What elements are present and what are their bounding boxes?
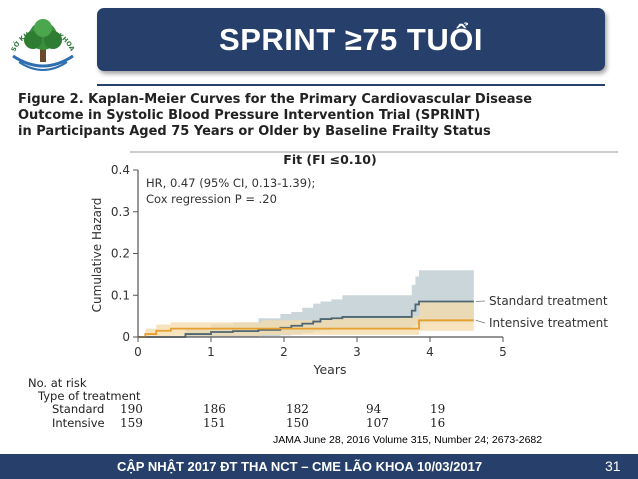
legend-leader-line (475, 319, 486, 324)
y-tick-label: 0 (122, 330, 130, 344)
chart-title: Fit (FI ≤0.10) (283, 152, 376, 167)
series-line-standard (138, 300, 474, 338)
risk-row-label: Intensive (52, 416, 105, 430)
legend-leader-line (475, 300, 486, 302)
series-line-intensive (138, 319, 474, 338)
hr-annotation: HR, 0.47 (95% CI, 0.13-1.39); (146, 176, 315, 190)
risk-count: 151 (203, 416, 226, 430)
y-tick-label: 0.2 (111, 247, 130, 261)
x-tick-label: 2 (280, 345, 288, 359)
figure-heading-line: in Participants Aged 75 Years or Older b… (18, 124, 491, 139)
figure-heading-line: Outcome in Systolic Blood Pressure Inter… (18, 108, 481, 123)
title-underline (97, 84, 605, 86)
y-tick-label: 0.3 (111, 205, 130, 219)
cox-annotation: Cox regression P = .20 (146, 192, 277, 206)
risk-count: 182 (286, 402, 309, 416)
figure-heading-line: Figure 2. Kaplan-Meier Curves for the Pr… (18, 92, 533, 107)
risk-heading: No. at risk (28, 376, 87, 390)
risk-subheading: Type of treatment (38, 389, 141, 403)
slide-title: SPRINT ≥75 TUỔI (219, 21, 483, 57)
citation: JAMA June 28, 2016 Volume 315, Number 24… (273, 434, 543, 446)
figure-heading: Figure 2. Kaplan-Meier Curves for the Pr… (18, 92, 618, 140)
y-tick-label: 0.4 (111, 163, 130, 177)
footer-bar: CẬP NHẬT 2017 ĐT THA NCT – CME LÃO KHOA … (0, 454, 638, 479)
x-tick-label: 5 (499, 345, 507, 359)
risk-count: 107 (366, 416, 389, 430)
risk-count: 190 (120, 402, 143, 416)
risk-count: 186 (203, 402, 226, 416)
x-axis-label: Years (313, 362, 347, 377)
footer-text: CẬP NHẬT 2017 ĐT THA NCT – CME LÃO KHOA … (117, 459, 483, 474)
risk-count: 159 (120, 416, 143, 430)
x-tick-label: 1 (207, 345, 215, 359)
risk-count: 16 (430, 416, 446, 430)
x-tick-label: 3 (353, 345, 361, 359)
y-tick-label: 0.1 (111, 288, 130, 302)
title-banner: SPRINT ≥75 TUỔI (97, 8, 605, 71)
legend-label-intensive: Intensive treatment (489, 316, 608, 330)
x-tick-label: 4 (426, 345, 434, 359)
risk-count: 150 (286, 416, 309, 430)
x-tick-label: 0 (134, 345, 142, 359)
y-axis-label: Cumulative Hazard (90, 198, 104, 313)
risk-count: 19 (430, 402, 446, 416)
risk-row-label: Standard (52, 402, 105, 416)
hospital-logo: SỞ KHOA LÃO KHOA BVĐK TỈNH (3, 6, 75, 71)
legend-label-standard: Standard treatment (489, 294, 608, 308)
risk-count: 94 (366, 402, 382, 416)
page-number: 31 (605, 458, 621, 474)
